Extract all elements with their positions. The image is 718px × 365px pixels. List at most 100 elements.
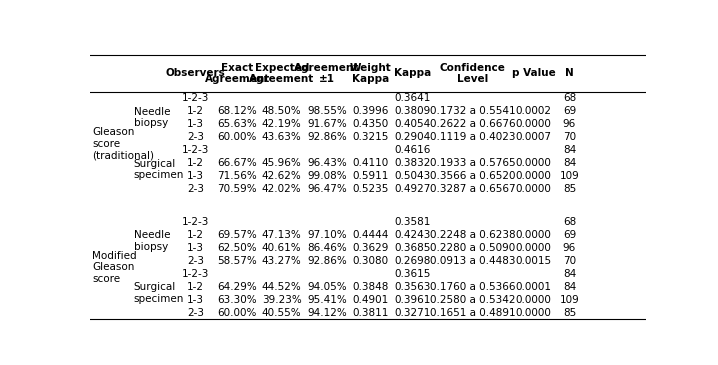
Text: Confidence
Level: Confidence Level xyxy=(439,62,505,84)
Text: 96: 96 xyxy=(563,119,576,129)
Text: 1-2-3: 1-2-3 xyxy=(182,269,209,279)
Text: 70.59%: 70.59% xyxy=(218,184,257,194)
Text: 0.0000: 0.0000 xyxy=(516,158,551,168)
Text: 65.63%: 65.63% xyxy=(218,119,257,129)
Text: 0.0007: 0.0007 xyxy=(516,132,552,142)
Text: 2-3: 2-3 xyxy=(187,132,204,142)
Text: 1-2-3: 1-2-3 xyxy=(182,93,209,103)
Text: 1-2-3: 1-2-3 xyxy=(182,217,209,227)
Text: 0.4243: 0.4243 xyxy=(394,230,431,240)
Text: Gleason
score
(traditional): Gleason score (traditional) xyxy=(92,127,154,160)
Text: 47.13%: 47.13% xyxy=(262,230,302,240)
Text: 96.43%: 96.43% xyxy=(307,158,347,168)
Text: 109: 109 xyxy=(559,295,579,305)
Text: 0.0000: 0.0000 xyxy=(516,308,551,318)
Text: Needle
biopsy: Needle biopsy xyxy=(134,107,170,128)
Text: 85: 85 xyxy=(563,308,576,318)
Text: 66.67%: 66.67% xyxy=(218,158,257,168)
Text: 58.57%: 58.57% xyxy=(218,256,257,266)
Text: 0.3832: 0.3832 xyxy=(394,158,431,168)
Text: Exact
Agreement: Exact Agreement xyxy=(205,62,270,84)
Text: 68: 68 xyxy=(563,217,576,227)
Text: 1-2-3: 1-2-3 xyxy=(182,145,209,155)
Text: 1-3: 1-3 xyxy=(187,295,204,305)
Text: 0.0015: 0.0015 xyxy=(516,256,552,266)
Text: 0.0000: 0.0000 xyxy=(516,243,551,253)
Text: 48.50%: 48.50% xyxy=(262,106,302,116)
Text: 2-3: 2-3 xyxy=(187,256,204,266)
Text: 94.12%: 94.12% xyxy=(307,308,347,318)
Text: 0.4927: 0.4927 xyxy=(394,184,431,194)
Text: 0.4616: 0.4616 xyxy=(394,145,431,155)
Text: 0.5043: 0.5043 xyxy=(394,171,431,181)
Text: 0.3215: 0.3215 xyxy=(353,132,389,142)
Text: Expected
Agreement: Expected Agreement xyxy=(249,62,314,84)
Text: 0.4444: 0.4444 xyxy=(353,230,389,240)
Text: 1-3: 1-3 xyxy=(187,119,204,129)
Text: 64.29%: 64.29% xyxy=(218,282,257,292)
Text: 0.2248 a 0.6238: 0.2248 a 0.6238 xyxy=(430,230,516,240)
Text: 0.3809: 0.3809 xyxy=(394,106,431,116)
Text: 0.3848: 0.3848 xyxy=(353,282,389,292)
Text: N: N xyxy=(565,68,574,78)
Text: 96.47%: 96.47% xyxy=(307,184,347,194)
Text: 0.4901: 0.4901 xyxy=(353,295,389,305)
Text: 0.3566 a 0.6520: 0.3566 a 0.6520 xyxy=(430,171,516,181)
Text: 0.0000: 0.0000 xyxy=(516,184,551,194)
Text: 1-3: 1-3 xyxy=(187,171,204,181)
Text: 43.27%: 43.27% xyxy=(262,256,302,266)
Text: 69.57%: 69.57% xyxy=(218,230,257,240)
Text: Surgical
specimen: Surgical specimen xyxy=(134,159,184,180)
Text: 0.2698: 0.2698 xyxy=(394,256,431,266)
Text: Surgical
specimen: Surgical specimen xyxy=(134,283,184,304)
Text: Weight
Kappa: Weight Kappa xyxy=(350,62,391,84)
Text: 0.0000: 0.0000 xyxy=(516,230,551,240)
Text: 0.2280 a 0.5090: 0.2280 a 0.5090 xyxy=(430,243,516,253)
Text: 69: 69 xyxy=(563,230,576,240)
Text: 84: 84 xyxy=(563,158,576,168)
Text: 0.0000: 0.0000 xyxy=(516,295,551,305)
Text: 71.56%: 71.56% xyxy=(218,171,257,181)
Text: 0.5235: 0.5235 xyxy=(353,184,389,194)
Text: 0.3080: 0.3080 xyxy=(353,256,389,266)
Text: 0.3685: 0.3685 xyxy=(394,243,431,253)
Text: 99.08%: 99.08% xyxy=(307,171,347,181)
Text: 44.52%: 44.52% xyxy=(262,282,302,292)
Text: 0.1119 a 0.4023: 0.1119 a 0.4023 xyxy=(430,132,516,142)
Text: 2-3: 2-3 xyxy=(187,308,204,318)
Text: 85: 85 xyxy=(563,184,576,194)
Text: 84: 84 xyxy=(563,269,576,279)
Text: 39.23%: 39.23% xyxy=(262,295,302,305)
Text: 86.46%: 86.46% xyxy=(307,243,347,253)
Text: 68.12%: 68.12% xyxy=(218,106,257,116)
Text: 0.4350: 0.4350 xyxy=(353,119,389,129)
Text: 42.62%: 42.62% xyxy=(262,171,302,181)
Text: 45.96%: 45.96% xyxy=(262,158,302,168)
Text: 2-3: 2-3 xyxy=(187,184,204,194)
Text: 0.1651 a 0.4891: 0.1651 a 0.4891 xyxy=(430,308,516,318)
Text: 84: 84 xyxy=(563,145,576,155)
Text: 0.3641: 0.3641 xyxy=(394,93,431,103)
Text: Kappa: Kappa xyxy=(394,68,431,78)
Text: Agreement
±1: Agreement ±1 xyxy=(294,62,360,84)
Text: 0.2622 a 0.6676: 0.2622 a 0.6676 xyxy=(430,119,516,129)
Text: 40.61%: 40.61% xyxy=(262,243,302,253)
Text: 1-2: 1-2 xyxy=(187,106,204,116)
Text: Needle
biopsy: Needle biopsy xyxy=(134,230,170,252)
Text: 70: 70 xyxy=(563,132,576,142)
Text: 0.0002: 0.0002 xyxy=(516,106,552,116)
Text: 70: 70 xyxy=(563,256,576,266)
Text: 0.3629: 0.3629 xyxy=(353,243,389,253)
Text: 84: 84 xyxy=(563,282,576,292)
Text: 0.0000: 0.0000 xyxy=(516,171,551,181)
Text: 0.0913 a 0.4483: 0.0913 a 0.4483 xyxy=(430,256,516,266)
Text: 0.3287 a 0.6567: 0.3287 a 0.6567 xyxy=(430,184,516,194)
Text: 42.02%: 42.02% xyxy=(262,184,302,194)
Text: 0.3615: 0.3615 xyxy=(394,269,431,279)
Text: 92.86%: 92.86% xyxy=(307,132,347,142)
Text: 0.1732 a 0.5541: 0.1732 a 0.5541 xyxy=(430,106,516,116)
Text: 94.05%: 94.05% xyxy=(307,282,347,292)
Text: 0.1760 a 0.5366: 0.1760 a 0.5366 xyxy=(430,282,516,292)
Text: 1-2: 1-2 xyxy=(187,230,204,240)
Text: 96: 96 xyxy=(563,243,576,253)
